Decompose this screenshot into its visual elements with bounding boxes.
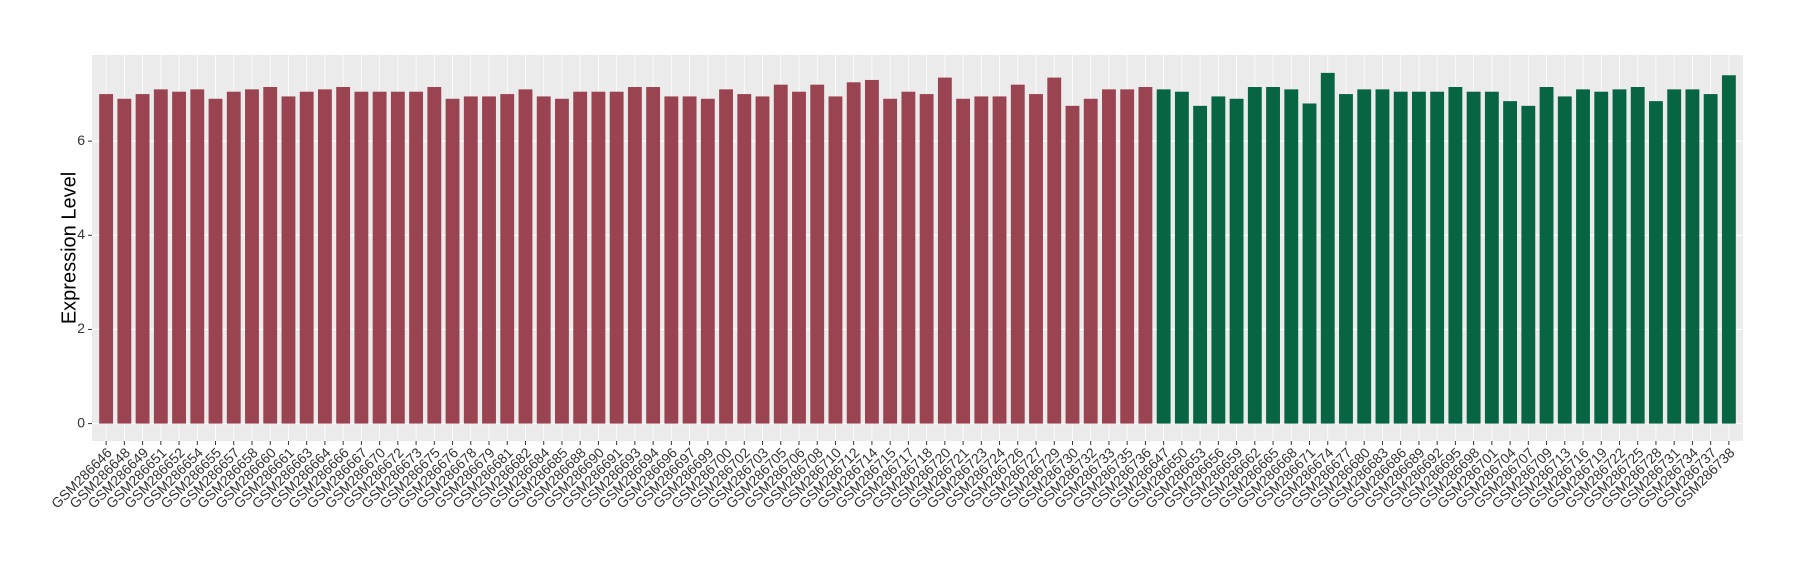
bar [299,91,314,424]
bar [1503,101,1518,424]
bar [482,96,496,424]
bar [117,98,132,424]
bar [737,94,752,424]
bar [336,87,351,424]
bar [153,89,168,424]
bar [956,98,971,424]
bar [1320,72,1335,424]
bar [1521,105,1536,424]
bar [409,91,424,424]
bar [135,94,150,424]
bar [1539,87,1554,424]
bar [1393,91,1408,424]
y-tick-label: 6 [77,132,85,148]
bar [609,91,624,424]
bar [1284,89,1299,424]
bar [828,96,843,424]
bar [427,87,442,424]
bar [1010,84,1025,424]
bar [1102,89,1116,424]
bar [1047,77,1062,424]
bar [755,96,770,424]
bar [354,91,369,424]
y-tick-label: 2 [77,320,85,336]
bar [1065,105,1080,424]
bar [1229,98,1244,424]
bar [263,87,278,424]
bar [846,82,861,424]
bar [1375,89,1390,424]
bar [226,91,241,424]
bar [627,87,642,424]
y-tick-label: 0 [77,414,85,430]
bar [992,96,1007,424]
bar [1612,89,1627,424]
bar [1339,94,1353,424]
bar [518,89,533,424]
bar [1466,91,1481,424]
bar [536,96,551,424]
bar [390,91,405,424]
bar [1703,94,1718,424]
bar [1576,89,1590,424]
bar [463,96,478,424]
bar [919,94,934,424]
bar [1594,91,1609,424]
y-axis-label: Expression Level [58,172,80,324]
bar [1557,96,1572,424]
bar [1083,98,1098,424]
bar [1193,105,1208,424]
bar [208,98,223,424]
bar [792,91,806,424]
y-tick-label: 4 [77,226,85,242]
bar [1211,96,1226,424]
bar [1484,91,1499,424]
bar [1721,75,1736,424]
bar [719,89,733,424]
bar [1174,91,1189,424]
bar [1667,89,1682,424]
bar [664,96,679,424]
bar [555,98,569,424]
bar [1411,91,1426,424]
bar [883,98,898,424]
bar [1029,94,1043,424]
bar [445,98,460,424]
bar [1120,89,1135,424]
bar [281,96,296,424]
bar [372,91,387,424]
bar [1430,91,1445,424]
bar [1357,89,1372,424]
bar [937,77,952,424]
bar [172,91,186,424]
bar [1266,87,1280,424]
bar [1138,87,1153,424]
bar [901,91,916,424]
bar [1649,101,1663,424]
bar [810,84,825,424]
bar [1448,87,1463,424]
bar [1302,103,1317,424]
bar [682,96,697,424]
bar [317,89,332,424]
bar [646,87,661,424]
bar [190,89,205,424]
bar [245,89,259,424]
bar [1685,89,1700,424]
bar [500,94,515,424]
bar [974,96,989,424]
bar [1247,87,1262,424]
bar [700,98,715,424]
bar [1156,89,1171,424]
bar [1630,87,1645,424]
bar [864,79,879,424]
bar [591,91,606,424]
bar [573,91,588,424]
bar [99,94,114,424]
bar [773,84,788,424]
